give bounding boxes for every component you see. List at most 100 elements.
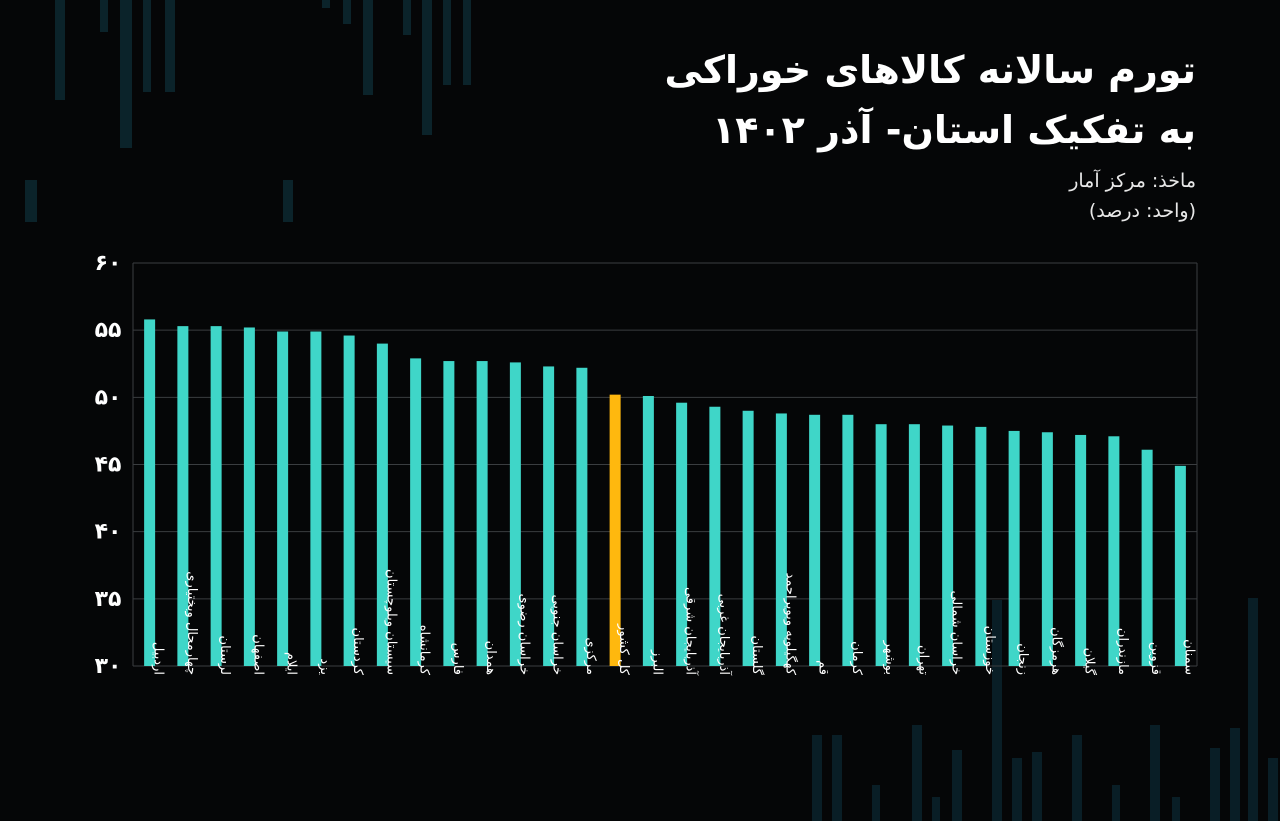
title-block: تورم سالانه کالاهای خوراکی به تفکیک استا… xyxy=(664,40,1196,226)
bar xyxy=(144,319,156,666)
x-category-label: ایلام xyxy=(284,652,299,675)
bar xyxy=(376,343,388,666)
x-category-label: لرستان xyxy=(217,636,232,675)
bar xyxy=(842,414,854,666)
decor-stripe xyxy=(1112,785,1120,821)
y-tick-label: ۵۵ xyxy=(95,318,122,343)
x-category-label: زنجان xyxy=(1015,643,1030,675)
decor-stripe xyxy=(1012,758,1022,821)
bar xyxy=(1041,432,1053,666)
unit-label: (واحد: درصد) xyxy=(1088,200,1196,222)
x-category-label: کردستان xyxy=(350,628,365,676)
decor-stripe xyxy=(1172,797,1180,821)
bar xyxy=(742,410,754,666)
decor-stripe xyxy=(443,0,451,85)
bar xyxy=(310,331,322,666)
y-tick-label: ۳۵ xyxy=(95,587,122,612)
bar xyxy=(1174,465,1186,666)
decor-stripe xyxy=(363,0,373,95)
bar xyxy=(676,402,688,666)
bar xyxy=(443,361,455,666)
bar xyxy=(809,414,821,666)
bar xyxy=(642,395,654,666)
bar xyxy=(576,367,588,666)
decor-stripe xyxy=(992,600,1002,821)
bar xyxy=(277,331,289,666)
x-category-label: مازندران xyxy=(1115,628,1130,675)
x-category-label: خراسان رضوی xyxy=(516,593,531,675)
x-category-label: اصفهان xyxy=(250,634,265,675)
x-category-label: همدان xyxy=(483,641,498,675)
decor-stripe xyxy=(1150,725,1160,821)
decor-stripe xyxy=(1072,735,1082,821)
decor-stripe xyxy=(422,0,432,135)
y-tick-label: ۴۰ xyxy=(95,520,122,545)
x-category-label: آذربایجان شرقی xyxy=(683,587,700,676)
decor-stripe xyxy=(55,0,65,100)
x-category-label: کل کشور xyxy=(616,623,631,676)
bar xyxy=(875,424,887,666)
x-category-label: هرمزگان xyxy=(1048,627,1064,675)
x-category-label: آذربایجان غربی xyxy=(716,594,733,677)
bar xyxy=(1108,436,1120,666)
decor-stripe xyxy=(100,0,108,32)
source-label: ماخذ: مرکز آمار xyxy=(1069,170,1196,192)
decor-stripe xyxy=(832,735,842,821)
bar-highlight xyxy=(609,394,621,666)
x-category-label: اردبیل xyxy=(151,642,166,675)
x-category-label: البرز xyxy=(649,649,664,675)
decor-stripe xyxy=(343,0,351,24)
decor-stripe xyxy=(812,735,822,821)
x-category-label: بوشهر xyxy=(882,640,897,675)
y-tick-label: ۴۵ xyxy=(95,453,122,478)
x-category-label: سمنان xyxy=(1181,639,1196,675)
bar xyxy=(543,366,555,666)
bar xyxy=(509,362,521,666)
x-category-label: چهارمحال وبختیاری xyxy=(184,571,199,675)
x-category-label: خراسان جنوبی xyxy=(550,595,565,675)
x-category-label: گلستان xyxy=(749,635,765,675)
x-category-label: مرکزی xyxy=(583,637,598,675)
bar xyxy=(177,326,189,666)
decor-stripe xyxy=(932,797,940,821)
bar xyxy=(243,327,255,666)
x-category-label: سیستان وبلوچستان xyxy=(383,569,398,675)
chart-title-line1: تورم سالانه کالاهای خوراکی xyxy=(664,48,1196,92)
decor-stripe xyxy=(143,0,151,92)
x-category-label: کرمانشاه xyxy=(417,625,432,676)
bar xyxy=(1008,430,1020,666)
bar xyxy=(942,425,954,666)
decor-stripe xyxy=(952,750,962,821)
x-category-label: یزد xyxy=(317,658,332,675)
decor-stripe xyxy=(912,725,922,821)
y-tick-label: ۳۰ xyxy=(95,654,122,679)
y-tick-label: ۶۰ xyxy=(95,251,122,276)
x-category-label: فارس xyxy=(450,643,465,675)
decor-stripe xyxy=(1032,752,1042,821)
bar xyxy=(908,424,920,666)
x-category-label: گیلان xyxy=(1082,648,1098,676)
decor-stripe xyxy=(403,0,411,35)
decor-stripe xyxy=(1210,748,1220,821)
decor-stripe xyxy=(25,180,37,222)
decor-stripe xyxy=(283,180,293,222)
x-category-label: تهران xyxy=(915,645,930,675)
decor-stripe xyxy=(1268,758,1278,821)
x-category-label: خوزستان xyxy=(982,626,997,675)
decor-stripe xyxy=(1248,598,1258,821)
bar xyxy=(476,361,488,666)
bar xyxy=(1075,434,1087,666)
decor-stripe xyxy=(165,0,175,92)
decor-stripe xyxy=(872,785,880,821)
x-category-label: قم xyxy=(816,660,831,675)
bar xyxy=(210,326,222,666)
bar xyxy=(343,335,355,666)
x-category-label: کرمان xyxy=(849,641,864,676)
decor-stripe xyxy=(463,0,471,85)
bar xyxy=(1141,449,1153,666)
bar xyxy=(709,406,721,666)
decor-stripe xyxy=(1230,728,1240,821)
bar xyxy=(775,413,787,666)
decor-stripe xyxy=(322,0,330,8)
